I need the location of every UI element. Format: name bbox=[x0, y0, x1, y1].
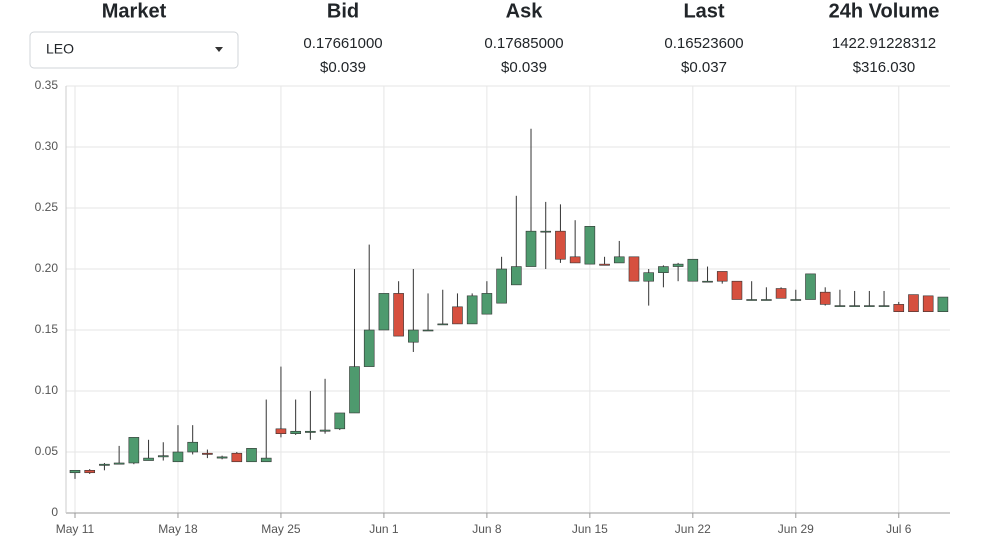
candle-body bbox=[157, 455, 169, 458]
candle-body bbox=[746, 299, 757, 301]
x-tick-label: Jun 1 bbox=[369, 522, 399, 536]
candle-body bbox=[555, 230, 566, 260]
candle-body bbox=[481, 293, 493, 315]
candle-body bbox=[775, 288, 787, 299]
x-tick-label: May 11 bbox=[56, 522, 95, 536]
candle-body bbox=[908, 294, 919, 312]
y-tick-label: 0.20 bbox=[35, 261, 59, 275]
candle-body bbox=[658, 266, 669, 273]
x-tick-label: Jun 15 bbox=[572, 522, 608, 536]
dropdown-caret[interactable] bbox=[215, 47, 223, 52]
candle-body bbox=[849, 305, 860, 307]
chart: 0 0.05 0.10 0.15 0.20 0.25 0.30 0.35 May 11 May 1… bbox=[35, 78, 950, 536]
candle-body bbox=[599, 263, 610, 266]
candle-body bbox=[69, 469, 81, 474]
candle-body bbox=[452, 306, 463, 325]
candle-body bbox=[99, 463, 110, 466]
candle-body bbox=[128, 437, 140, 464]
candle-body bbox=[569, 256, 581, 264]
stat-price: 0.17685000 bbox=[484, 35, 563, 52]
candle-body bbox=[819, 291, 831, 305]
candle-body bbox=[790, 299, 802, 301]
candle-body bbox=[761, 299, 772, 301]
candle-body bbox=[231, 452, 243, 463]
candle-body bbox=[937, 296, 949, 312]
candle-body bbox=[437, 323, 449, 326]
candle-body bbox=[113, 462, 125, 465]
candle-body bbox=[290, 430, 301, 435]
x-tick-label: Jun 29 bbox=[778, 522, 814, 536]
candle-body bbox=[805, 273, 816, 300]
stat-title: Bid bbox=[327, 0, 359, 22]
y-tick-label: 0.15 bbox=[35, 322, 59, 336]
candle-body bbox=[363, 329, 375, 367]
candle-body bbox=[466, 295, 478, 325]
stat-title: Ask bbox=[506, 0, 544, 22]
dropdown-value[interactable]: LEO bbox=[46, 41, 74, 57]
candle-body bbox=[246, 448, 257, 463]
candle-body bbox=[172, 451, 184, 463]
candle-body bbox=[672, 263, 684, 267]
dropdown-box[interactable] bbox=[29, 31, 239, 69]
y-tick-label: 0.05 bbox=[35, 444, 59, 458]
stat-title: Last bbox=[683, 0, 724, 22]
candle-body bbox=[378, 293, 390, 331]
candle-body bbox=[202, 452, 213, 455]
candle-body bbox=[393, 293, 404, 337]
candle-body bbox=[864, 305, 875, 307]
y-tick-label: 0.25 bbox=[35, 200, 59, 214]
stat-usd: $0.037 bbox=[681, 59, 727, 76]
candle-body bbox=[834, 305, 846, 307]
candle-body bbox=[702, 280, 713, 283]
market-title: Market bbox=[102, 0, 167, 22]
candle-body bbox=[922, 295, 934, 312]
candle-body bbox=[540, 230, 552, 233]
candle-body bbox=[496, 268, 507, 304]
candle-body bbox=[716, 271, 728, 282]
y-tick-label: 0.30 bbox=[35, 139, 59, 153]
candle-body bbox=[349, 366, 360, 414]
stats: Bid 0.17661000 $0.039 Ask 0.17685000 $0.039 La… bbox=[303, 0, 939, 76]
candle-body bbox=[84, 469, 96, 474]
stat-title: 24h Volume bbox=[829, 0, 940, 22]
stat-price: 0.16523600 bbox=[664, 35, 743, 52]
candle-body bbox=[525, 230, 537, 267]
x-tick-label: Jul 6 bbox=[886, 522, 912, 536]
candle-body bbox=[216, 456, 228, 459]
candle-body bbox=[613, 256, 625, 264]
stat-usd: $0.039 bbox=[320, 59, 366, 76]
candle-body bbox=[408, 329, 419, 343]
market-dropdown[interactable]: LEO bbox=[29, 31, 239, 69]
stat-usd: $316.030 bbox=[853, 59, 916, 76]
candle-body bbox=[893, 304, 905, 313]
y-tick-label: 0 bbox=[51, 505, 58, 519]
x-tick-label: May 25 bbox=[261, 522, 301, 536]
x-tick-label: Jun 22 bbox=[675, 522, 711, 536]
x-tick-label: Jun 8 bbox=[472, 522, 502, 536]
stat-price: 0.17661000 bbox=[303, 35, 382, 52]
candle-body bbox=[305, 430, 316, 433]
y-tick-label: 0.35 bbox=[35, 78, 59, 92]
y-tick-label: 0.10 bbox=[35, 383, 59, 397]
candle-body bbox=[628, 256, 640, 282]
candle-body bbox=[643, 272, 654, 282]
candle-body bbox=[422, 329, 434, 332]
candle-body bbox=[275, 428, 287, 435]
candle-body bbox=[731, 280, 743, 300]
stat-price: 1422.91228312 bbox=[832, 35, 936, 52]
candle-body bbox=[334, 412, 346, 430]
stat-usd: $0.039 bbox=[501, 59, 547, 76]
candle-body bbox=[687, 258, 699, 282]
candle-body bbox=[143, 457, 154, 461]
candle-body bbox=[187, 441, 198, 453]
x-tick-label: May 18 bbox=[158, 522, 198, 536]
candle-body bbox=[319, 429, 331, 432]
candle-body bbox=[260, 457, 272, 463]
candle-body bbox=[584, 226, 596, 265]
candle-body bbox=[510, 266, 522, 286]
candle-body bbox=[878, 305, 890, 307]
